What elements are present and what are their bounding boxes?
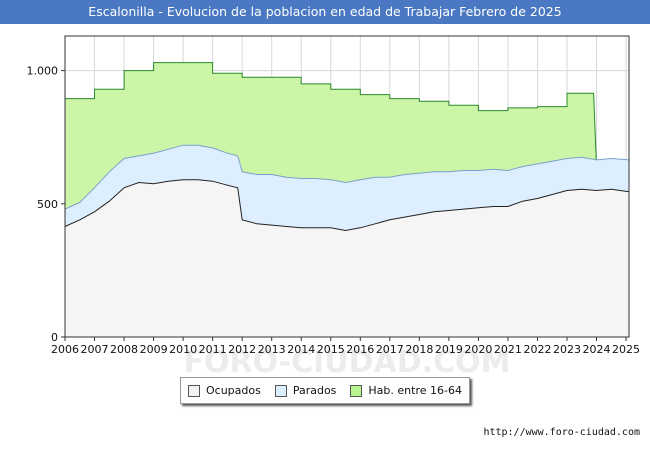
y-tick-label-0: 0	[51, 331, 58, 344]
x-tick-label-2018: 2018	[405, 343, 433, 356]
x-tick-label-2019: 2019	[435, 343, 463, 356]
line-parados	[64, 144, 630, 210]
x-tick-label-2022: 2022	[523, 343, 551, 356]
y-tick-label-1000: 1.000	[27, 65, 59, 78]
line-hab-entre-16-64	[65, 62, 629, 167]
legend-label-ocupados: Ocupados	[205, 384, 261, 397]
x-tick-label-2010: 2010	[169, 343, 197, 356]
legend: Ocupados Parados Hab. entre 16-64	[180, 377, 470, 404]
x-tick-label-2006: 2006	[51, 343, 79, 356]
legend-item-habitantes: Hab. entre 16-64	[350, 384, 462, 397]
line-ocupados	[64, 179, 630, 232]
watermark: FORO-CIUDAD.COM	[184, 345, 511, 380]
legend-swatch-habitantes	[350, 384, 363, 397]
legend-item-parados: Parados	[274, 384, 337, 397]
area-ocupados	[65, 179, 629, 337]
x-tick-label-2012: 2012	[228, 343, 256, 356]
x-tick-label-2009: 2009	[140, 343, 168, 356]
source-link[interactable]: http://www.foro-ciudad.com	[483, 427, 640, 438]
x-tick-label-2008: 2008	[110, 343, 138, 356]
x-tick-label-2011: 2011	[199, 343, 227, 356]
x-tick-label-2017: 2017	[376, 343, 404, 356]
x-tick-label-2023: 2023	[553, 343, 581, 356]
y-tick-label-500: 500	[37, 198, 58, 211]
legend-label-habitantes: Hab. entre 16-64	[368, 384, 462, 397]
x-tick-label-2025: 2025	[612, 343, 640, 356]
chart-title: Escalonilla - Evolucion de la poblacion …	[0, 0, 650, 24]
legend-swatch-ocupados	[187, 384, 200, 397]
area-layer	[64, 62, 630, 337]
x-tick-label-2013: 2013	[258, 343, 286, 356]
legend-item-ocupados: Ocupados	[187, 384, 261, 397]
legend-swatch-parados	[274, 384, 287, 397]
x-tick-label-2015: 2015	[317, 343, 345, 356]
x-tick-label-2020: 2020	[464, 343, 492, 356]
plot-frame	[64, 35, 630, 338]
legend-label-parados: Parados	[292, 384, 337, 397]
x-tick-label-2007: 2007	[81, 343, 109, 356]
x-tick-label-2021: 2021	[494, 343, 522, 356]
x-tick-label-2014: 2014	[287, 343, 315, 356]
x-tick-label-2016: 2016	[346, 343, 374, 356]
x-tick-label-2024: 2024	[583, 343, 611, 356]
